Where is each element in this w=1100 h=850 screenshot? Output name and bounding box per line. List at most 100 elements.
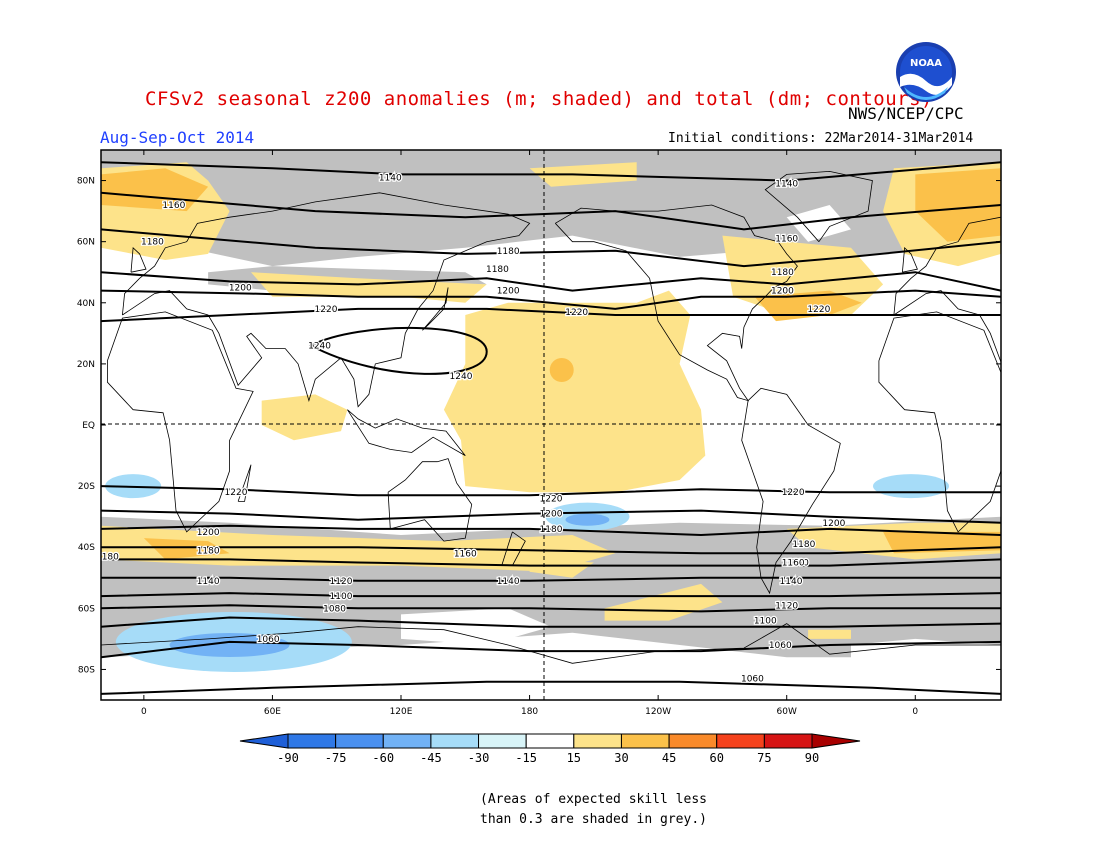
contour-label: 1180	[497, 247, 520, 257]
chart-title: CFSv2 seasonal z200 anomalies (m; shaded…	[145, 88, 933, 110]
contour-label: 1200	[540, 510, 563, 520]
colorbar-box	[478, 733, 527, 749]
coastline	[101, 623, 1001, 664]
colorbar-box	[668, 733, 718, 749]
coastline	[764, 170, 873, 242]
agency-label: NWS/NCEP/CPC	[848, 104, 964, 123]
contour-label: 1200	[197, 528, 220, 538]
colorbar-box	[620, 733, 670, 749]
colorbar-tick-label: 30	[614, 751, 628, 765]
contour-label: 1180	[141, 238, 164, 248]
coastline	[741, 387, 841, 595]
lon-label: 0	[912, 707, 918, 717]
noaa-logo: NOAA	[896, 42, 956, 102]
positive-anomaly	[143, 538, 230, 560]
lon-label: 0	[141, 707, 147, 717]
height-contours	[101, 161, 1001, 695]
colorbar-box	[287, 733, 337, 749]
coastline-wrap	[0, 205, 26, 401]
grey-region	[101, 150, 1001, 267]
colorbar-box	[573, 733, 622, 749]
coastline	[107, 311, 254, 533]
lat-label: EQ	[82, 421, 95, 431]
contour-label: 1140	[379, 174, 402, 184]
colorbar-tick-label: 15	[567, 751, 581, 765]
contour-label: 1180	[540, 525, 563, 535]
colorbar-arrow-high	[811, 733, 861, 749]
contour-label: 1220	[315, 305, 338, 315]
contour-label: 1060	[741, 675, 764, 685]
contour-label: 1160	[782, 559, 805, 569]
positive-anomaly	[754, 290, 862, 322]
lat-label: 80S	[78, 665, 95, 675]
contour-line	[101, 576, 1001, 582]
contour-label: 1180	[486, 265, 509, 275]
contour-label: 1100	[754, 617, 777, 627]
colorbar-tick-label: 75	[757, 751, 771, 765]
negative-anomaly-areas	[105, 474, 949, 672]
contour-label: 1180	[454, 549, 477, 559]
positive-anomaly	[722, 235, 884, 315]
contour-label: 1180	[786, 559, 809, 569]
coastline	[555, 204, 798, 402]
contour-label: 1140	[775, 180, 798, 190]
season-label: Aug-Sep-Oct 2014	[100, 128, 255, 147]
contour-label: 1220	[540, 494, 563, 504]
colorbar-tick-label: 45	[662, 751, 676, 765]
contour-line-1240	[308, 326, 488, 375]
coastline-wrap	[893, 216, 1001, 364]
contour-label: 1220	[225, 488, 248, 498]
colorbar-box	[763, 733, 813, 749]
contour-label: 1100	[330, 592, 353, 602]
coastline	[347, 409, 466, 456]
contour-line	[101, 307, 1001, 323]
contour-label: 1180	[197, 546, 220, 556]
contour-line	[101, 604, 1001, 613]
contour-line	[101, 161, 1001, 182]
colorbar-arrow-low	[239, 733, 289, 749]
lon-label: 120E	[390, 707, 413, 717]
coastline-wrap	[878, 311, 1001, 533]
contour-label: 1200	[497, 287, 520, 297]
noaa-logo-text: NOAA	[910, 58, 942, 69]
colorbar-tick-label: -60	[372, 751, 394, 765]
lon-label: 180	[521, 707, 538, 717]
coastline	[122, 192, 531, 408]
non-grey-region	[786, 205, 851, 242]
colorbar-box	[382, 733, 432, 749]
contour-line	[101, 271, 1001, 292]
map-axes: 80N 60N 40N 20N EQ 20S 40S 60S 80S 0 60E 120E 180 120…	[77, 150, 1001, 717]
positive-anomaly	[808, 629, 851, 639]
lat-label: 60N	[77, 238, 95, 248]
lat-label: 20N	[77, 360, 95, 370]
lon-label: 60W	[777, 707, 797, 717]
colorbar-tick-label: 90	[805, 751, 819, 765]
contour-label: 1180	[96, 552, 119, 562]
contour-label: 1220	[565, 308, 588, 318]
colorbar-tick-label: -30	[468, 751, 490, 765]
contour-label: 1140	[780, 577, 803, 587]
colorbar-tick-label: -45	[420, 751, 442, 765]
contour-label: 1060	[257, 635, 280, 645]
colorbar-tick-label: 60	[710, 751, 724, 765]
coastline-wrap	[0, 388, 69, 593]
positive-anomaly	[261, 394, 348, 441]
positive-anomaly-core	[549, 358, 574, 382]
contour-label: 1200	[771, 287, 794, 297]
contour-label: 1220	[782, 488, 805, 498]
colorbar: -90 -75 -60 -45 -30 -15 15 30 45 60 75 90	[239, 733, 861, 765]
contour-label: 1120	[775, 601, 798, 611]
coastline	[237, 464, 252, 502]
lon-label: 60E	[264, 707, 281, 717]
contour-label: 1120	[330, 577, 353, 587]
positive-anomaly	[443, 290, 706, 493]
contour-label: 1160	[775, 235, 798, 245]
lat-label: 20S	[78, 482, 95, 492]
contour-label: 1240	[308, 342, 331, 352]
coastline	[387, 458, 473, 542]
positive-anomaly	[529, 559, 594, 578]
contour-line	[101, 485, 1001, 497]
lat-label: 80N	[77, 177, 95, 187]
contour-line	[101, 228, 1001, 268]
